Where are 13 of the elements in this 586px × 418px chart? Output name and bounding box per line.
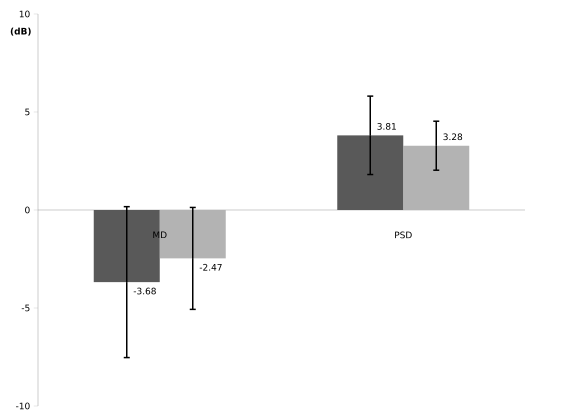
data-label: 3.81	[377, 123, 396, 130]
y-tick-label: -5	[22, 304, 30, 312]
y-tick-label: -10	[16, 402, 30, 410]
bar	[403, 146, 470, 210]
x-tick-label: PSD	[395, 232, 412, 238]
y-tick-label: 0	[25, 206, 30, 214]
y-tick-label: 5	[25, 108, 30, 116]
data-label: -2.47	[200, 264, 222, 271]
x-tick-label: MD	[153, 232, 167, 238]
data-label: -3.68	[134, 288, 156, 294]
y-tick-label: 10	[20, 10, 30, 18]
data-label: 3.28	[443, 133, 462, 140]
y-axis-title: (dB)	[10, 28, 31, 36]
